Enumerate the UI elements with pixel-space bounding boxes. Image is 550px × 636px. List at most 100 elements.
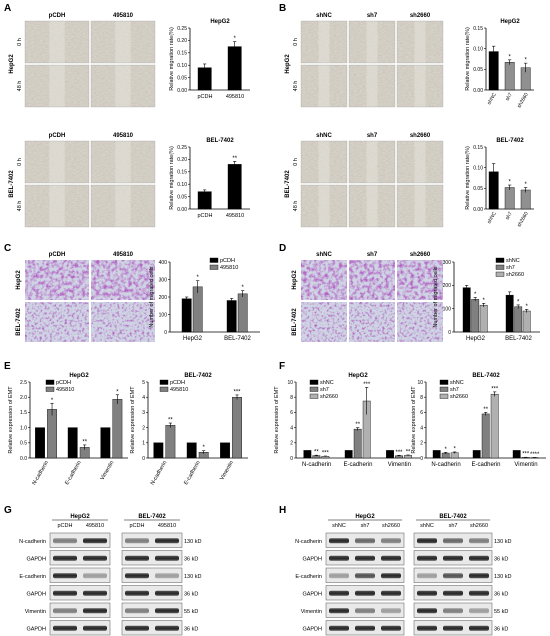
micrograph-border: [348, 20, 396, 64]
panel-letter-A: A: [4, 3, 11, 14]
protein-label: GAPDH: [26, 626, 46, 632]
y-tick-label: 0.05: [177, 194, 187, 200]
stained-cells: [91, 302, 155, 342]
y-tick-label: 0: [164, 330, 167, 336]
significance-mark: *: [197, 275, 200, 281]
scratch-gap: [366, 185, 378, 227]
group-label-sh7: sh7: [367, 133, 378, 139]
y-axis-label: Relative migration rate(%): [465, 146, 471, 210]
molecular-weight-label: 36 kD: [494, 626, 508, 632]
y-tick-label: 1.0: [20, 425, 27, 431]
y-tick-label: 0.10: [177, 182, 187, 188]
bar: [344, 450, 353, 459]
bar: [404, 455, 412, 459]
bar: [237, 293, 248, 333]
blot-band: [329, 590, 349, 596]
scratch-micrograph: [396, 20, 444, 64]
micrograph-border: [24, 184, 90, 228]
x-tick-label: E-cadherin: [64, 460, 83, 486]
legend-swatch: [309, 379, 319, 385]
y-axis-label: Relative migration rate(%): [169, 27, 175, 91]
molecular-weight-label: 36 kD: [494, 556, 508, 562]
legend-label: shNC: [320, 380, 334, 386]
bar: [226, 300, 237, 333]
y-tick-label: 300: [159, 277, 168, 283]
scratch-micrograph: [348, 140, 396, 184]
bar: [165, 425, 176, 459]
blot-band: [443, 625, 463, 631]
y-tick-label: 4: [142, 395, 145, 401]
panel-letter-C: C: [4, 243, 11, 254]
blot-band: [125, 538, 149, 544]
scratch-gap: [414, 21, 426, 63]
row-label: 48 h: [17, 81, 23, 92]
bar: [353, 428, 362, 459]
y-tick-label: 2: [420, 441, 423, 447]
blot-strip: [49, 602, 111, 618]
bar-chart: 0 1 2 3 4 5 Relative expression of EMT BEL-7402…: [130, 373, 248, 486]
scratch-gap: [49, 21, 65, 63]
legend-swatch: [209, 257, 219, 263]
y-tick-label: 300: [443, 260, 452, 266]
y-tick-label: 0.15: [177, 170, 187, 176]
y-tick-label: 8: [420, 395, 423, 401]
stained-cells: [25, 302, 89, 342]
micrograph-border: [90, 64, 156, 108]
legend-label: sh7: [506, 265, 515, 271]
legend-label: shNC: [450, 380, 464, 386]
scratch-micrograph: [24, 140, 90, 184]
panel-letter-D: D: [279, 243, 286, 254]
protein-label: GAPDH: [302, 626, 322, 632]
blot-strip: [49, 550, 111, 566]
scratch-gap: [115, 21, 131, 63]
significance-mark: *: [242, 285, 245, 291]
y-tick-label: 0.15: [177, 51, 187, 57]
blot-band: [355, 538, 375, 544]
stained-cells: [349, 260, 395, 300]
bar: [514, 306, 523, 333]
scratch-micrograph: [90, 140, 156, 184]
x-tick-label: 495810: [226, 213, 244, 219]
bar: [197, 191, 212, 210]
molecular-weight-label: 130 kD: [494, 539, 511, 545]
bar: [220, 442, 230, 459]
blot-band: [417, 625, 437, 631]
blot-band: [53, 555, 77, 561]
legend-swatch: [45, 379, 55, 385]
bar: [490, 393, 499, 459]
y-axis-label: Relative expression of EMT: [274, 386, 280, 454]
y-tick-label: 100: [159, 312, 168, 318]
blot-band: [83, 538, 107, 544]
stained-cells: [91, 260, 155, 300]
significance-mark: ***: [322, 451, 330, 457]
blot-band: [329, 538, 349, 544]
blot-band: [381, 608, 401, 614]
y-axis-label: Relative expression of EMT: [411, 386, 417, 454]
micrograph-border: [348, 64, 396, 108]
scratch-gap: [318, 65, 330, 107]
blot-band: [355, 573, 375, 579]
x-tick-label: N-cadherin: [31, 460, 50, 486]
y-tick-label: 0.05: [473, 67, 483, 73]
panel-letter-F: F: [279, 361, 285, 372]
blot-band: [443, 608, 463, 614]
bar: [192, 286, 203, 333]
y-tick-label: 2.5: [20, 380, 27, 386]
x-tick-label: E-cadherin: [183, 460, 202, 486]
micrograph-border: [90, 184, 156, 228]
x-tick-label: HepG2: [466, 336, 486, 342]
bar: [232, 397, 242, 459]
y-tick-label: 0.25: [177, 26, 187, 32]
blot-band: [329, 608, 349, 614]
x-tick-label: HepG2: [183, 336, 203, 342]
y-tick-label: 0.05: [177, 75, 187, 81]
lane-label: pCDH: [58, 523, 73, 529]
significance-mark: *: [203, 445, 206, 451]
lane-label: shNC: [420, 523, 434, 529]
blot-band: [125, 573, 149, 579]
blot-band: [381, 590, 401, 596]
significance-mark: ***: [396, 450, 404, 456]
blot-band: [125, 608, 149, 614]
blot-band: [83, 590, 107, 596]
